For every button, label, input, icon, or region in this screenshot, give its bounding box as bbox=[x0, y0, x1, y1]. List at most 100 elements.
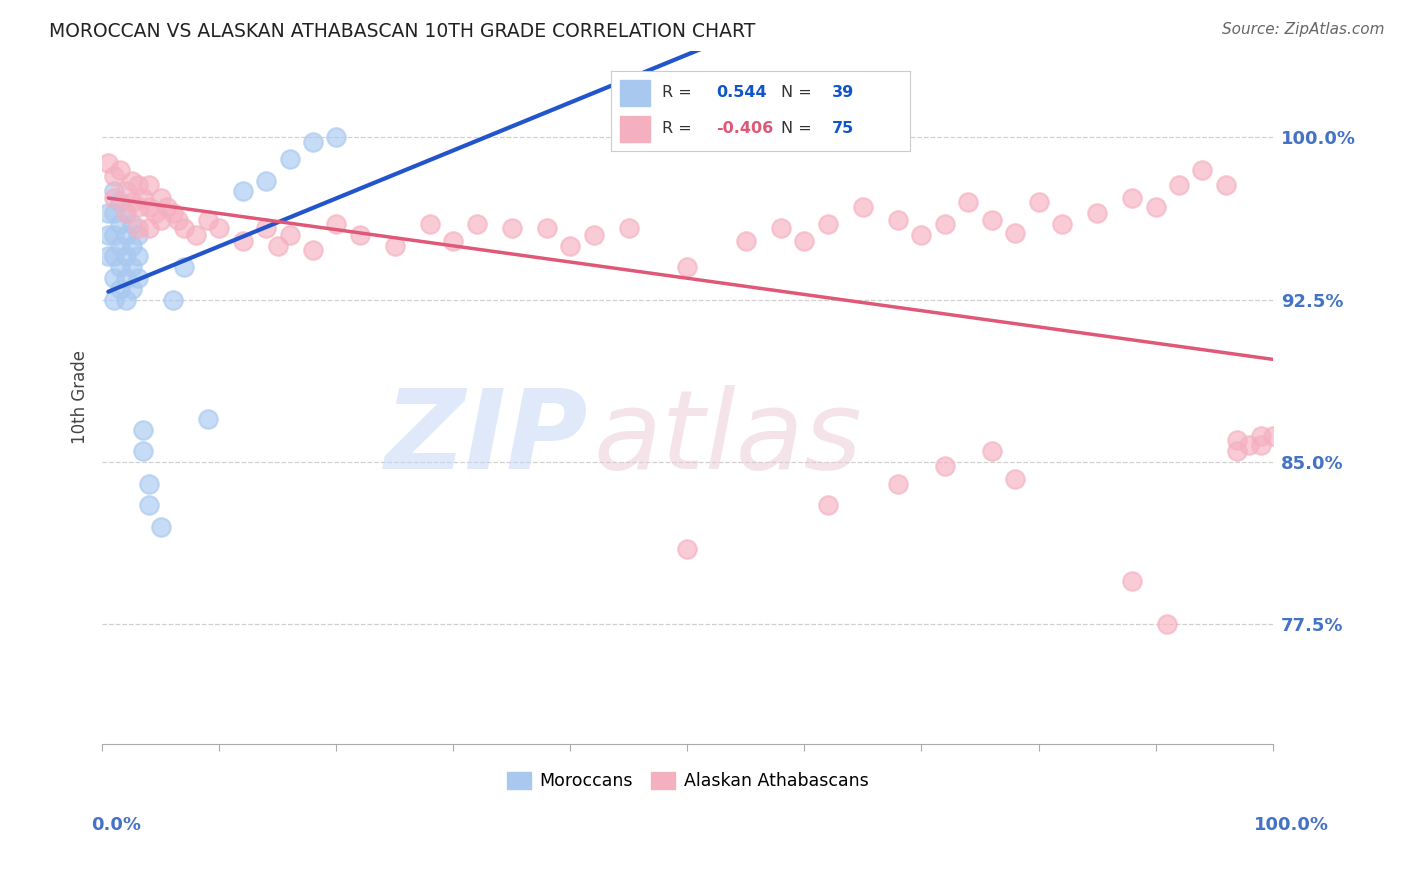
Text: atlas: atlas bbox=[593, 385, 862, 492]
Point bbox=[184, 227, 207, 242]
Point bbox=[254, 173, 277, 187]
Point bbox=[1121, 191, 1143, 205]
Point bbox=[114, 227, 136, 242]
Point bbox=[197, 212, 219, 227]
Point bbox=[149, 520, 172, 534]
Point bbox=[934, 459, 956, 474]
Point bbox=[817, 217, 839, 231]
Point bbox=[103, 293, 125, 307]
Point bbox=[121, 173, 143, 187]
Point bbox=[793, 234, 815, 248]
Point bbox=[121, 217, 143, 231]
Point bbox=[1144, 200, 1167, 214]
Point bbox=[97, 227, 120, 242]
Point bbox=[103, 227, 125, 242]
Point bbox=[980, 444, 1002, 458]
Point bbox=[887, 476, 910, 491]
Point bbox=[138, 499, 160, 513]
Point bbox=[278, 152, 301, 166]
Point bbox=[980, 212, 1002, 227]
Point bbox=[735, 234, 758, 248]
Point bbox=[325, 217, 347, 231]
Point bbox=[167, 212, 190, 227]
Point bbox=[103, 271, 125, 285]
Point bbox=[1085, 206, 1108, 220]
Point bbox=[108, 260, 131, 275]
Point bbox=[162, 206, 184, 220]
Point bbox=[1050, 217, 1073, 231]
Point bbox=[121, 238, 143, 252]
Text: 100.0%: 100.0% bbox=[1254, 816, 1329, 834]
Point bbox=[114, 185, 136, 199]
Point bbox=[1250, 438, 1272, 452]
Point bbox=[1028, 195, 1050, 210]
Point bbox=[138, 221, 160, 235]
Point bbox=[1121, 574, 1143, 589]
Point bbox=[108, 162, 131, 177]
Point bbox=[143, 206, 166, 220]
Point bbox=[121, 195, 143, 210]
Point bbox=[103, 191, 125, 205]
Point bbox=[560, 238, 582, 252]
Point bbox=[114, 271, 136, 285]
Point bbox=[173, 260, 195, 275]
Point bbox=[127, 249, 149, 263]
Point bbox=[138, 476, 160, 491]
Point bbox=[114, 249, 136, 263]
Point bbox=[887, 212, 910, 227]
Point bbox=[97, 206, 120, 220]
Point bbox=[114, 206, 136, 220]
Point bbox=[108, 238, 131, 252]
Point bbox=[232, 185, 254, 199]
Point bbox=[121, 282, 143, 296]
Point bbox=[138, 200, 160, 214]
Point bbox=[173, 221, 195, 235]
Point bbox=[1004, 226, 1026, 240]
Point bbox=[103, 169, 125, 184]
Point bbox=[384, 238, 406, 252]
Point bbox=[232, 234, 254, 248]
Point bbox=[1261, 429, 1284, 443]
Point bbox=[162, 293, 184, 307]
Legend: Moroccans, Alaskan Athabascans: Moroccans, Alaskan Athabascans bbox=[499, 765, 875, 797]
Point bbox=[197, 411, 219, 425]
Point bbox=[114, 206, 136, 220]
Point bbox=[108, 217, 131, 231]
Point bbox=[910, 227, 932, 242]
Point bbox=[852, 200, 875, 214]
Point bbox=[149, 191, 172, 205]
Point bbox=[617, 221, 640, 235]
Point bbox=[465, 217, 488, 231]
Point bbox=[108, 195, 131, 210]
Point bbox=[132, 423, 155, 437]
Point bbox=[127, 200, 149, 214]
Point bbox=[267, 238, 290, 252]
Point bbox=[103, 185, 125, 199]
Text: ZIP: ZIP bbox=[384, 385, 588, 492]
Point bbox=[676, 260, 699, 275]
Point bbox=[103, 249, 125, 263]
Point bbox=[114, 293, 136, 307]
Point bbox=[1250, 429, 1272, 443]
Point bbox=[208, 221, 231, 235]
Text: MOROCCAN VS ALASKAN ATHABASCAN 10TH GRADE CORRELATION CHART: MOROCCAN VS ALASKAN ATHABASCAN 10TH GRAD… bbox=[49, 22, 755, 41]
Point bbox=[1226, 444, 1249, 458]
Point bbox=[97, 249, 120, 263]
Point bbox=[254, 221, 277, 235]
Point bbox=[127, 271, 149, 285]
Point bbox=[127, 227, 149, 242]
Y-axis label: 10th Grade: 10th Grade bbox=[72, 351, 89, 444]
Point bbox=[325, 130, 347, 145]
Point bbox=[419, 217, 441, 231]
Point bbox=[127, 178, 149, 192]
Point bbox=[278, 227, 301, 242]
Point bbox=[97, 156, 120, 170]
Point bbox=[1215, 178, 1237, 192]
Point bbox=[121, 260, 143, 275]
Point bbox=[536, 221, 558, 235]
Point bbox=[1191, 162, 1213, 177]
Point bbox=[443, 234, 465, 248]
Point bbox=[349, 227, 371, 242]
Point bbox=[156, 200, 179, 214]
Point bbox=[957, 195, 980, 210]
